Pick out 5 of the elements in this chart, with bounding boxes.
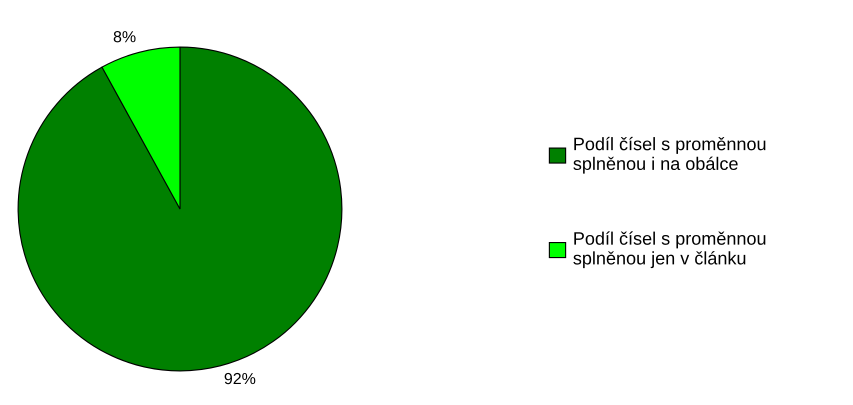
legend-label: Podíl čísel s proměnnou splněnou jen v článku xyxy=(573,231,766,268)
pie-slice xyxy=(18,46,342,372)
data-label: 8% xyxy=(114,31,136,42)
legend-label: Podíl čísel s proměnnou splněnou i na obálce xyxy=(573,136,766,174)
data-label: 92% xyxy=(224,372,256,384)
